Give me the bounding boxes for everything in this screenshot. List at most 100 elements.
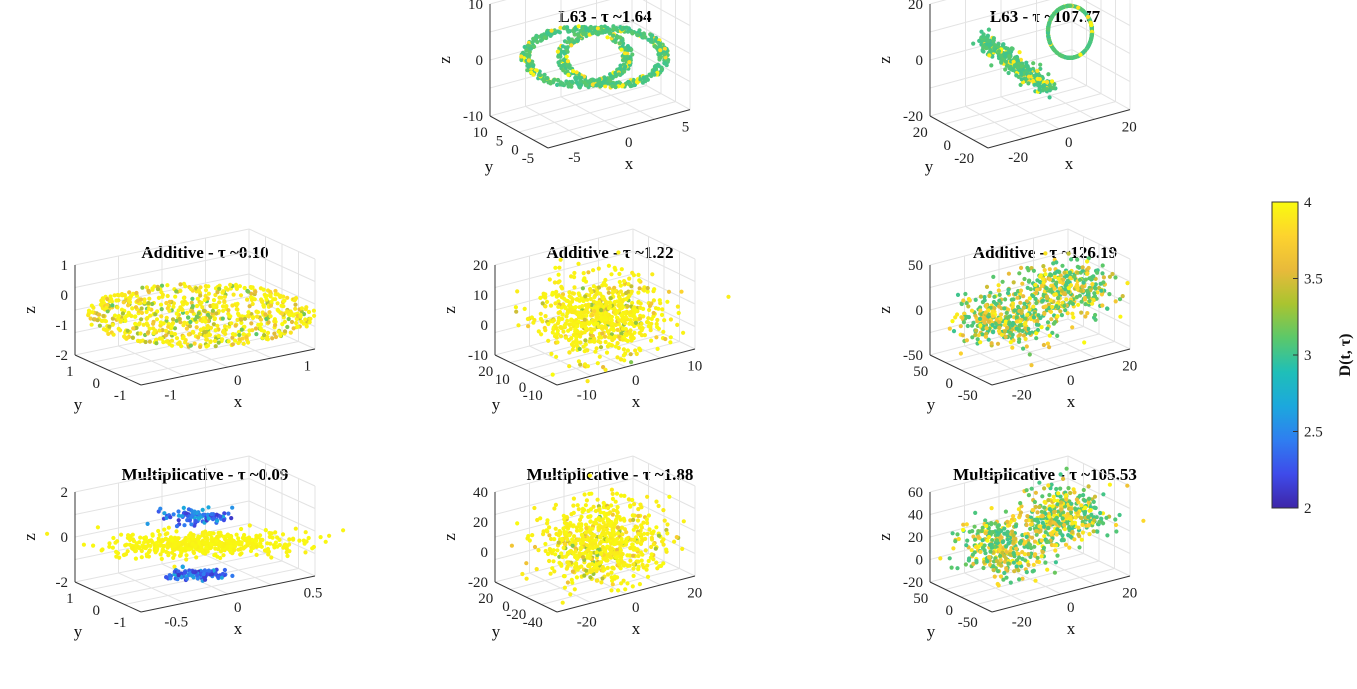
scatter-point — [190, 296, 195, 301]
scatter-point — [181, 505, 186, 510]
z-axis-label: z — [20, 306, 39, 314]
scatter-point — [1000, 279, 1005, 284]
scatter-point — [546, 321, 551, 327]
scatter-point — [593, 538, 598, 543]
scatter-point — [188, 343, 193, 348]
y-axis-label: y — [74, 395, 83, 414]
scatter-point — [1044, 294, 1049, 299]
scatter-point — [971, 41, 976, 46]
scatter-point — [285, 295, 290, 300]
scatter-point — [1050, 79, 1055, 84]
scatter-point — [176, 341, 181, 346]
scatter-point — [509, 543, 514, 548]
scatter-point — [644, 567, 649, 572]
scatter-point — [614, 491, 620, 496]
scatter-point — [675, 322, 680, 327]
scatter-point — [605, 537, 610, 542]
scatter-point — [190, 304, 195, 309]
scatter-point — [625, 304, 630, 309]
scatter-point — [983, 334, 989, 339]
scatter-point — [1068, 300, 1073, 305]
scatter-point — [589, 562, 595, 567]
scatter-point — [1113, 275, 1118, 280]
scatter-point — [295, 324, 300, 329]
scatter-point — [196, 288, 201, 293]
scatter-point — [1042, 311, 1047, 316]
scatter-point — [655, 324, 660, 330]
scatter-point — [617, 72, 622, 77]
scatter-point — [1006, 314, 1011, 319]
scatter-point — [597, 561, 602, 566]
scatter-point — [637, 28, 642, 33]
scatter-point — [263, 528, 268, 533]
scatter-point — [587, 339, 592, 344]
scatter-point — [202, 297, 207, 303]
scatter-point — [645, 520, 650, 526]
scatter-point — [304, 324, 309, 329]
scatter-point — [323, 539, 328, 544]
scatter-point — [654, 499, 659, 504]
scatter-point — [566, 36, 571, 41]
scatter-point — [582, 80, 587, 85]
scatter-point — [217, 295, 222, 300]
scatter-point — [594, 517, 599, 522]
scatter-point — [1031, 268, 1036, 273]
scatter-point — [615, 525, 621, 530]
scatter-point — [646, 324, 652, 329]
scatter-point — [174, 524, 180, 529]
scatter-point — [586, 79, 591, 84]
x-tick-label: -0.5 — [164, 614, 188, 630]
scatter-point — [519, 57, 524, 63]
scatter-point — [1041, 264, 1046, 269]
scatter-point — [524, 48, 529, 53]
scatter-point — [970, 335, 975, 340]
scatter-point — [273, 297, 278, 302]
scatter-point — [610, 290, 615, 295]
y-tick-label: 0 — [511, 142, 519, 158]
y-axis-label: y — [74, 622, 83, 641]
scatter-point — [291, 326, 296, 331]
scatter-point — [585, 310, 590, 315]
scatter-point — [1055, 333, 1060, 338]
scatter-point — [543, 541, 548, 547]
scatter-point — [630, 513, 635, 518]
scatter-point — [978, 308, 983, 313]
scatter-point — [598, 30, 603, 35]
scatter-point — [145, 521, 150, 527]
scatter-point — [973, 297, 978, 302]
scatter-point — [574, 525, 580, 530]
scatter-point — [155, 546, 160, 552]
scatter-point — [45, 531, 50, 536]
scatter-point — [607, 342, 612, 347]
scatter-point — [567, 303, 572, 308]
scatter-point — [999, 59, 1004, 64]
y-tick-label: -10 — [523, 388, 543, 404]
scatter-point — [210, 308, 215, 313]
scatter-point — [623, 47, 628, 52]
scatter-point — [628, 558, 633, 563]
scatter-point — [1052, 274, 1058, 280]
scatter-point — [997, 304, 1002, 309]
scatter-point — [610, 528, 616, 533]
scatter-point — [1004, 310, 1009, 315]
scatter-point — [1007, 320, 1012, 325]
scatter-point — [1018, 288, 1024, 293]
scatter-point — [196, 516, 202, 521]
scatter-point — [589, 290, 594, 295]
scatter-point — [1059, 313, 1064, 318]
scatter-point — [605, 565, 610, 571]
scatter-point — [182, 570, 187, 575]
scatter-point — [599, 524, 604, 530]
scatter-point — [173, 537, 178, 542]
scatter-point — [1025, 312, 1030, 317]
scatter-point — [571, 69, 576, 74]
scatter-point — [1075, 264, 1080, 269]
scatter-point — [627, 60, 632, 65]
scatter-point — [1003, 59, 1009, 64]
scatter-point — [180, 307, 185, 313]
scatter-point — [605, 25, 610, 31]
scatter-point — [127, 290, 132, 295]
scatter-point — [583, 342, 588, 347]
scatter-point — [558, 257, 563, 262]
